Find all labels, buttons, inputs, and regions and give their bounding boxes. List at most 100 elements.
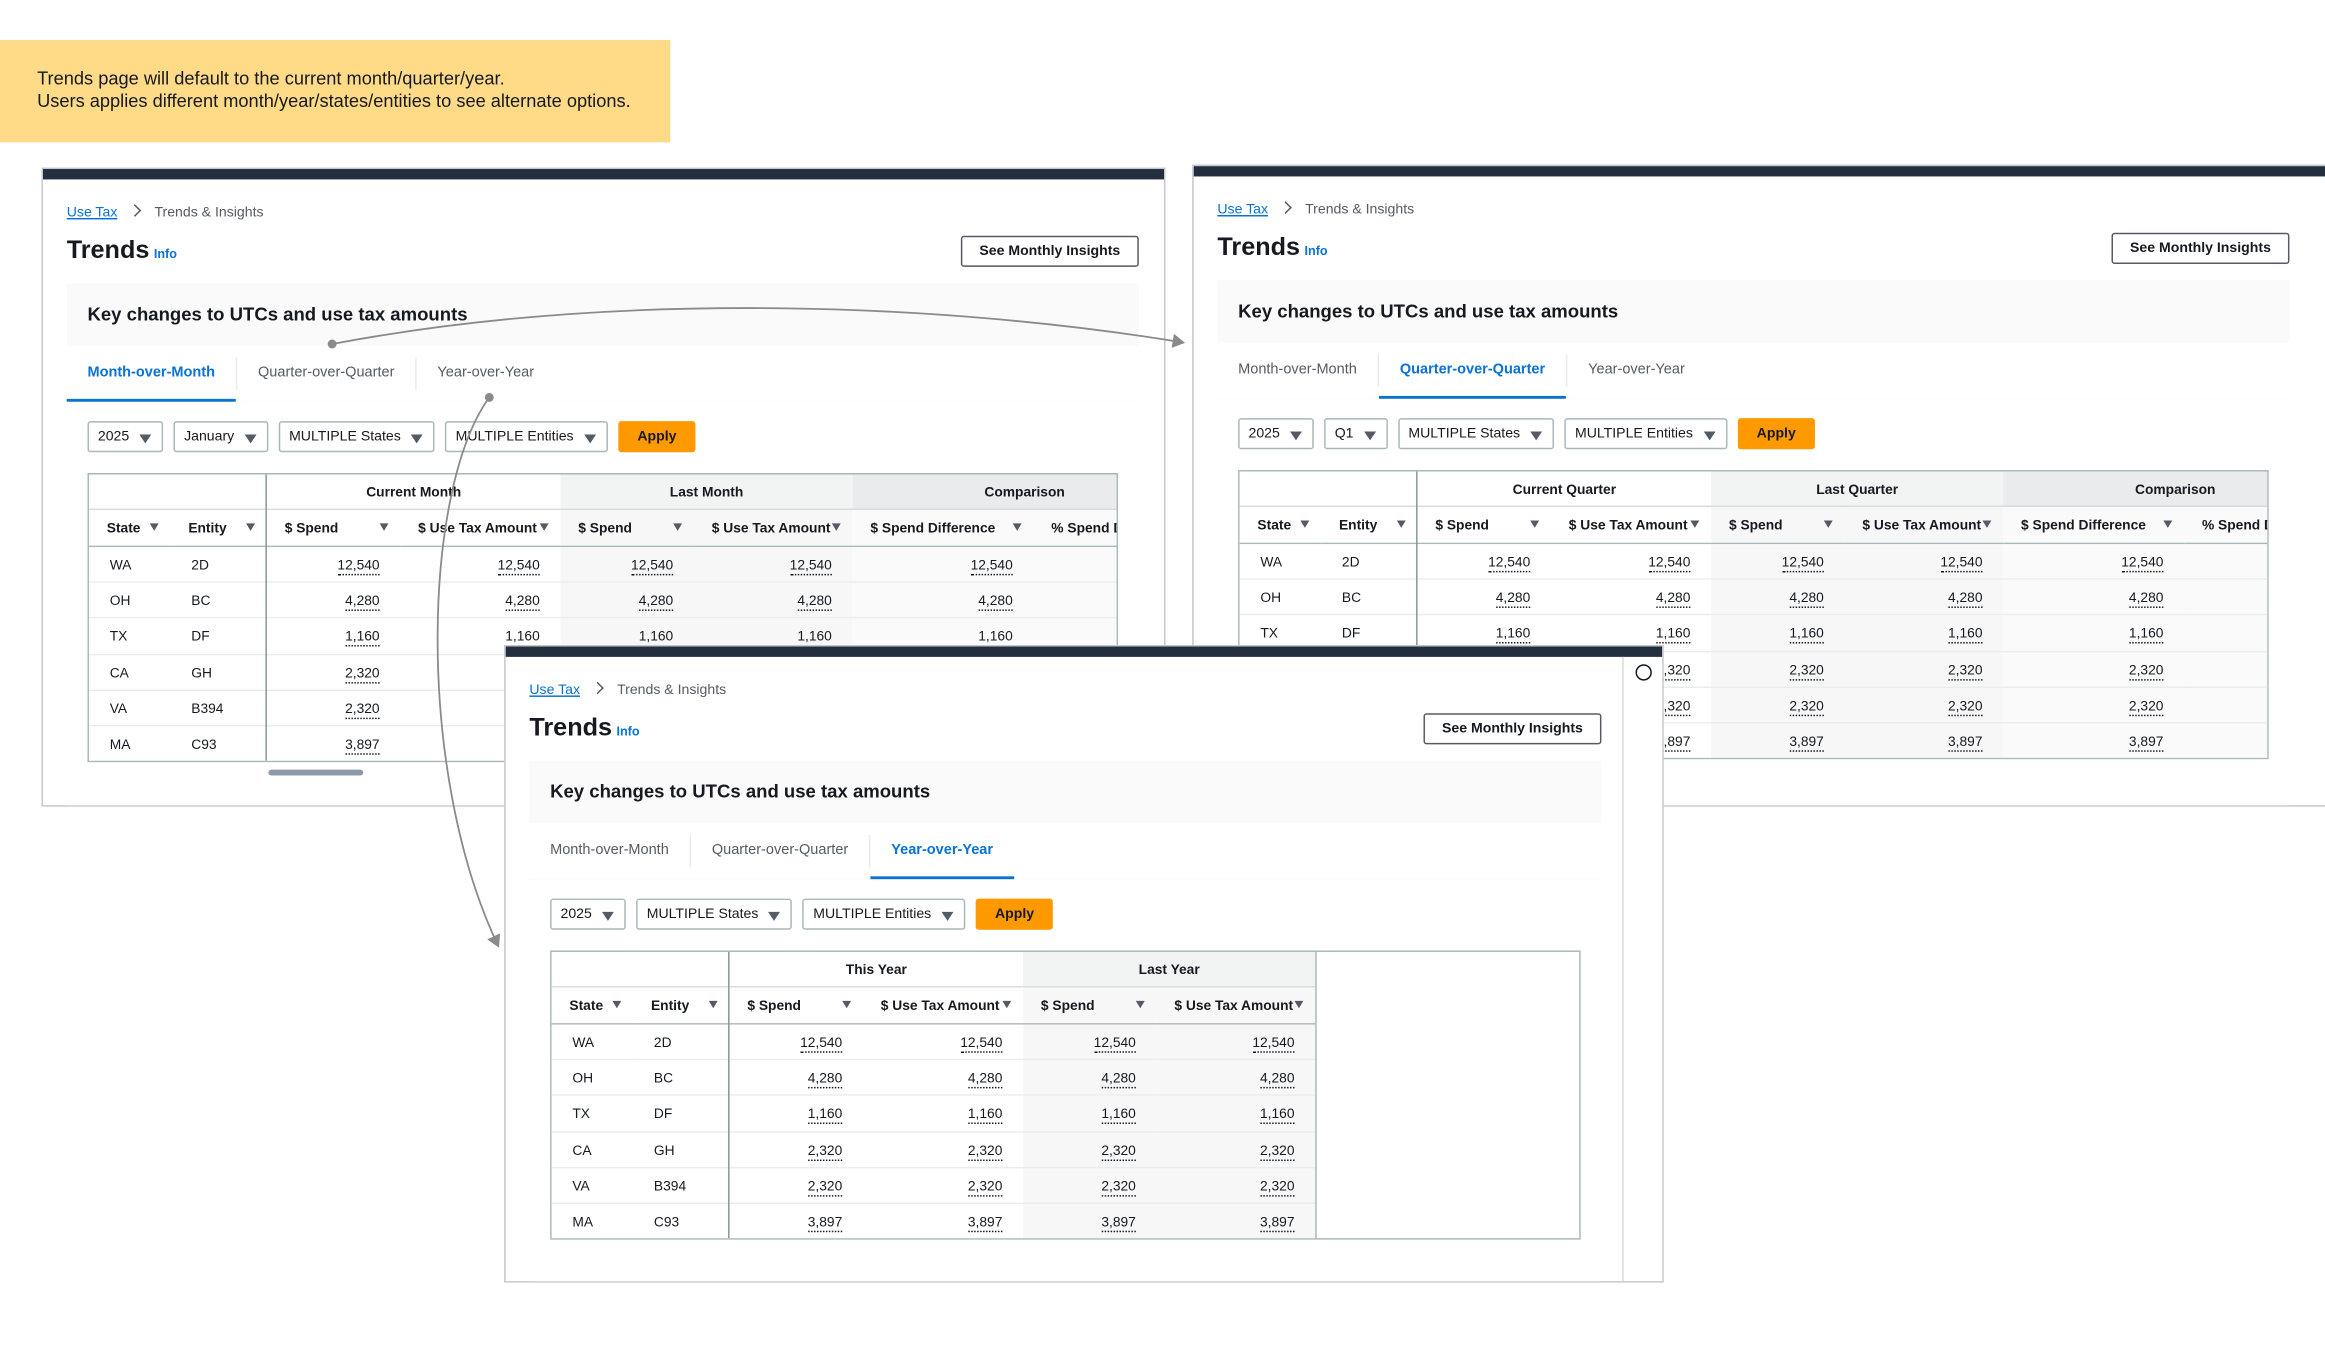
- cell-value: 2,320: [967, 1179, 1003, 1197]
- cell-value: 12,540: [1940, 555, 1983, 573]
- column-header-text: $ Use Tax Amount: [1568, 517, 1688, 533]
- sort-caret: [1012, 523, 1022, 531]
- table-cell: 12,540: [560, 547, 694, 584]
- cell-value: 1,160: [1789, 626, 1824, 645]
- tab[interactable]: Year-over-Year: [1588, 361, 1685, 379]
- cell-value: 12,540: [800, 1035, 843, 1053]
- tab[interactable]: Month-over-Month: [66, 357, 238, 402]
- sort-caret: [379, 523, 389, 531]
- column-header-text: Entity: [650, 997, 690, 1013]
- table-cell: 12,540: [1023, 1024, 1157, 1061]
- sort-caret: [1396, 520, 1406, 528]
- tab[interactable]: Quarter-over-Quarter: [237, 357, 417, 390]
- tab[interactable]: Quarter-over-Quarter: [691, 834, 871, 868]
- column-header[interactable]: $ Spend: [1711, 507, 1845, 545]
- table-cell: 4,280: [1711, 580, 1845, 616]
- apply-button[interactable]: Apply: [975, 898, 1054, 930]
- column-header[interactable]: $ Spend Difference: [2003, 507, 2185, 545]
- scrollbar-thumb[interactable]: [268, 769, 364, 776]
- group-header: [1239, 471, 1418, 508]
- table-cell: 12,540: [266, 547, 401, 584]
- tab[interactable]: Month-over-Month: [529, 834, 692, 868]
- tab[interactable]: Year-over-Year: [437, 364, 535, 382]
- column-header[interactable]: $ Use Tax Amount: [1551, 507, 1712, 545]
- column-header[interactable]: $ Spend: [266, 510, 401, 548]
- column-header[interactable]: Entity: [170, 510, 267, 548]
- filter-select[interactable]: MULTIPLE Entities: [1564, 418, 1728, 450]
- column-header[interactable]: State: [1239, 507, 1322, 545]
- breadcrumb-link[interactable]: Use Tax: [66, 204, 118, 221]
- table-cell: [2184, 544, 2268, 581]
- column-header[interactable]: % Spend Difference: [1033, 510, 1117, 548]
- see-monthly-insights-button[interactable]: See Monthly Insights: [960, 235, 1139, 267]
- column-header[interactable]: $ Use Tax Amount: [1156, 987, 1316, 1025]
- column-header[interactable]: $ Use Tax Amount: [400, 510, 561, 548]
- cell-value: 4,280: [1655, 590, 1691, 609]
- column-header[interactable]: Entity: [1321, 507, 1418, 545]
- column-header[interactable]: $ Use Tax Amount: [1844, 507, 2004, 545]
- sort-caret: [831, 523, 841, 531]
- see-monthly-insights-button[interactable]: See Monthly Insights: [2111, 232, 2290, 264]
- cell-value: 12,540: [337, 558, 380, 576]
- column-header[interactable]: State: [88, 510, 171, 548]
- table-cell: 2D: [170, 547, 267, 584]
- info-icon[interactable]: [1635, 664, 1652, 681]
- filter-select[interactable]: January: [173, 421, 269, 453]
- table-cell: 2,320: [1844, 687, 2004, 724]
- sort-caret: [149, 523, 159, 531]
- cell-value: 12,540: [497, 558, 540, 576]
- column-header[interactable]: $ Spend: [1023, 987, 1157, 1025]
- breadcrumb-link[interactable]: Use Tax: [1217, 201, 1269, 218]
- info-link[interactable]: Info: [1304, 243, 1328, 259]
- column-header[interactable]: $ Spend: [1417, 507, 1552, 545]
- info-link[interactable]: Info: [153, 246, 177, 261]
- table-cell: 3,897: [862, 1204, 1024, 1239]
- sort-caret: [842, 1000, 852, 1009]
- filter-select[interactable]: MULTIPLE States: [278, 421, 435, 453]
- see-monthly-insights-button[interactable]: See Monthly Insights: [1423, 713, 1602, 745]
- column-header[interactable]: Entity: [633, 987, 730, 1025]
- title-text: Trends: [529, 713, 613, 742]
- sort-caret: [1823, 520, 1833, 528]
- filter-select[interactable]: 2025: [1238, 418, 1314, 450]
- column-header[interactable]: State: [551, 987, 634, 1025]
- cell-value: 4,280: [807, 1071, 843, 1089]
- tab[interactable]: Month-over-Month: [1217, 354, 1380, 388]
- table-cell: [2184, 580, 2268, 616]
- annotation-note: Trends page will default to the current …: [0, 40, 671, 143]
- tab[interactable]: Year-over-Year: [870, 835, 1014, 880]
- filter-select[interactable]: MULTIPLE Entities: [445, 421, 608, 453]
- table-cell: 12,540: [2003, 544, 2185, 581]
- breadcrumb-current: Trends & Insights: [617, 682, 727, 699]
- filter-select[interactable]: MULTIPLE States: [1398, 418, 1555, 450]
- filter-select[interactable]: MULTIPLE Entities: [802, 898, 966, 930]
- column-header-text: % Spend Difference: [2201, 517, 2267, 533]
- column-header[interactable]: $ Spend: [560, 510, 694, 548]
- column-header[interactable]: $ Use Tax Amount: [862, 987, 1024, 1025]
- filter-select[interactable]: MULTIPLE States: [636, 898, 793, 930]
- filter-select[interactable]: 2025: [87, 421, 164, 453]
- breadcrumb-link[interactable]: Use Tax: [529, 682, 581, 699]
- filter-select[interactable]: Q1: [1324, 418, 1388, 450]
- side-panel-strip: [1622, 656, 1624, 1282]
- apply-button[interactable]: Apply: [1737, 418, 1816, 450]
- table-cell: 2,320: [1711, 651, 1845, 688]
- table-cell: [2184, 687, 2268, 724]
- column-header[interactable]: % Spend Difference: [2184, 507, 2268, 545]
- apply-button[interactable]: Apply: [618, 421, 696, 453]
- filter-select[interactable]: 2025: [550, 898, 626, 930]
- table-cell: MA: [88, 726, 171, 761]
- table-cell: CA: [88, 654, 171, 691]
- cell-value: 4,280: [1789, 590, 1824, 609]
- column-header[interactable]: $ Spend Difference: [852, 510, 1034, 548]
- table-cell: 3,897: [729, 1204, 863, 1239]
- sort-caret: [673, 523, 683, 531]
- column-header[interactable]: $ Use Tax Amount: [693, 510, 853, 548]
- info-link[interactable]: Info: [616, 723, 640, 739]
- table-cell: VA: [551, 1168, 634, 1205]
- cell-value: 3,897: [1948, 734, 1983, 752]
- tab[interactable]: Quarter-over-Quarter: [1379, 354, 1568, 399]
- filters: 2025 Q1 MULTIPLE States MULTIPLE Entities Ap…: [1238, 418, 1816, 450]
- column-header[interactable]: $ Spend: [729, 987, 863, 1025]
